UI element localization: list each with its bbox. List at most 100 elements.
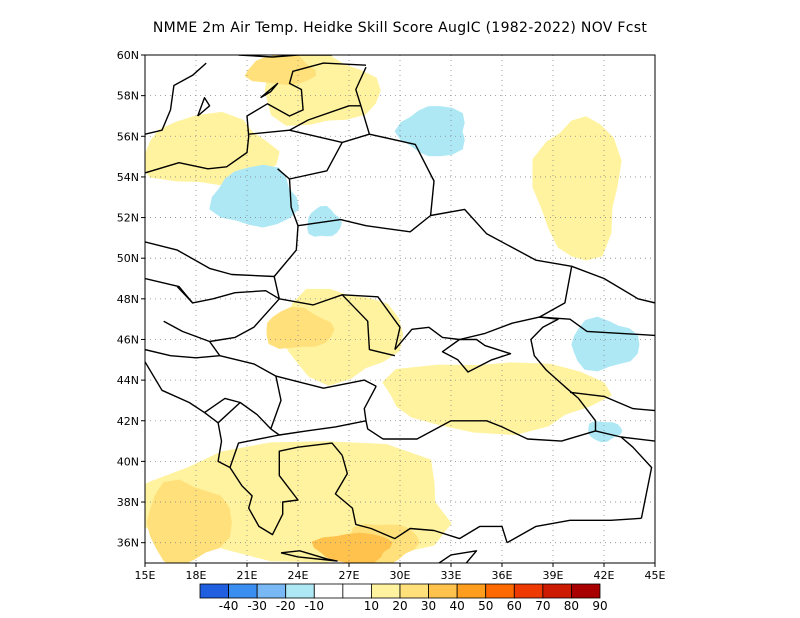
country-borders — [145, 55, 655, 563]
border-line — [289, 105, 361, 131]
region-level-neg10 — [209, 164, 300, 228]
x-tick-label: 15E — [135, 569, 156, 582]
colorbar-swatch — [371, 583, 401, 599]
border-line — [441, 338, 512, 373]
border-line — [277, 142, 343, 180]
border-line — [238, 55, 332, 58]
border-line — [270, 375, 282, 430]
colorbar-swatch — [428, 583, 458, 599]
y-tick-label: 42N — [117, 415, 139, 428]
colorbar-swatch — [513, 583, 544, 599]
border-line — [571, 265, 655, 304]
border-line — [145, 241, 275, 278]
border-line — [394, 316, 597, 431]
colorbar-swatch — [285, 583, 315, 599]
x-tick-label: 24E — [288, 569, 309, 582]
x-tick-label: 36E — [492, 569, 513, 582]
y-tick-label: 60N — [117, 49, 139, 62]
border-line — [363, 385, 384, 440]
colorbar-swatch — [485, 583, 515, 599]
y-tick-label: 58N — [117, 90, 139, 103]
border-line — [145, 348, 220, 359]
region-level-20 — [146, 479, 232, 563]
colorbar-label: 30 — [421, 599, 436, 613]
border-line — [163, 294, 396, 357]
border-line — [217, 401, 241, 424]
colorbar-label: 10 — [364, 599, 379, 613]
grid-lines — [145, 55, 655, 563]
region-level-10 — [382, 362, 612, 436]
colorbar-swatch — [456, 583, 487, 599]
colorbar-label: 40 — [450, 599, 465, 613]
y-axis: 36N 38N 40N 42N 44N 46N 48N 50N 52N 54N 56N 58N 60N — [117, 49, 145, 550]
border-line — [280, 550, 338, 562]
x-tick-label: 30E — [390, 569, 411, 582]
colorbar-swatch — [256, 583, 287, 599]
colorbar-label: 50 — [478, 599, 493, 613]
y-tick-label: 50N — [117, 252, 139, 265]
border-line — [176, 286, 194, 304]
colorbar-label: -20 — [276, 599, 296, 613]
y-tick-label: 44N — [117, 374, 139, 387]
y-tick-label: 38N — [117, 496, 139, 509]
border-line — [383, 420, 596, 442]
border-line — [438, 550, 478, 563]
x-axis: 15E 18E 21E 24E 27E 30E 33E 36E 39E 42E 45E — [135, 563, 666, 582]
border-line — [539, 316, 655, 337]
border-line — [197, 97, 211, 117]
border-line — [595, 430, 653, 519]
shaded-regions — [145, 55, 640, 563]
colorbar-label: 70 — [535, 599, 550, 613]
colorbar-swatch — [571, 583, 601, 599]
region-level-20 — [266, 306, 335, 349]
colorbar-label: 20 — [392, 599, 407, 613]
border-line — [430, 208, 573, 318]
y-tick-label: 46N — [117, 333, 139, 346]
colorbar-label: 80 — [564, 599, 579, 613]
border-line — [506, 517, 642, 544]
x-tick-label: 39E — [543, 569, 564, 582]
region-level-10 — [532, 116, 622, 261]
border-line — [145, 277, 280, 304]
colorbar-label: -40 — [219, 599, 239, 613]
colorbar-label: -10 — [304, 599, 324, 613]
colorbar-swatch — [228, 583, 258, 599]
border-line — [260, 82, 279, 99]
colorbar-swatch — [313, 583, 344, 599]
colorbar-swatch — [342, 583, 372, 599]
border-line — [229, 434, 280, 468]
border-line — [334, 455, 508, 543]
region-level-30 — [311, 532, 393, 563]
colorbar-swatch — [542, 583, 572, 599]
y-tick-label: 40N — [117, 455, 139, 468]
y-tick-label: 56N — [117, 130, 139, 143]
x-tick-label: 18E — [186, 569, 207, 582]
region-level-neg10 — [588, 421, 623, 443]
region-level-10 — [145, 111, 280, 186]
region-level-10 — [284, 288, 404, 386]
x-tick-label: 27E — [339, 569, 360, 582]
y-tick-label: 52N — [117, 212, 139, 225]
border-line — [145, 62, 207, 135]
y-tick-label: 54N — [117, 171, 139, 184]
border-line — [342, 294, 401, 350]
colorbar: -40 -30 -20 -10 10 20 30 40 50 60 70 80 90 — [199, 583, 608, 613]
colorbar-label: -30 — [247, 599, 267, 613]
region-level-neg10 — [571, 316, 640, 372]
border-line — [145, 361, 231, 469]
border-line — [569, 391, 655, 412]
border-line — [229, 442, 343, 536]
colorbar-swatch — [399, 583, 429, 599]
border-line — [288, 133, 435, 233]
border-line — [620, 436, 655, 442]
x-tick-label: 45E — [645, 569, 666, 582]
y-tick-label: 36N — [117, 537, 139, 550]
x-tick-label: 21E — [237, 569, 258, 582]
border-line — [273, 225, 299, 299]
x-tick-label: 33E — [441, 569, 462, 582]
colorbar-swatch — [199, 583, 229, 599]
chart-title: NMME 2m Air Temp. Heidke Skill Score Aug… — [152, 20, 648, 36]
plot-area — [145, 55, 655, 563]
x-tick-label: 42E — [594, 569, 615, 582]
